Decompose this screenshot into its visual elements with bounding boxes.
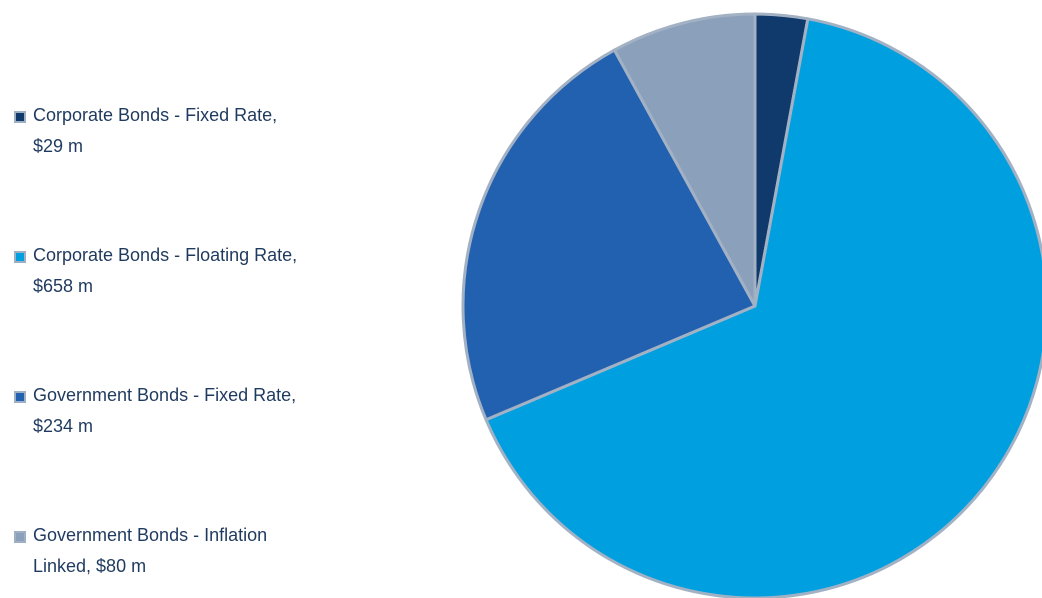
- legend-entry: Government Bonds - Fixed Rate, $234 m: [14, 384, 309, 442]
- legend-label: Corporate Bonds - Floating Rate, $658 m: [33, 245, 298, 296]
- legend-label: Government Bonds - Inflation Linked, $80…: [33, 525, 268, 576]
- legend-marker: [14, 111, 26, 123]
- pie-slice: [461, 48, 757, 422]
- legend-entry: Corporate Bonds - Floating Rate, $658 m: [14, 244, 309, 302]
- legend-entry: Corporate Bonds - Fixed Rate, $29 m: [14, 104, 309, 162]
- pie-slice: [484, 17, 1042, 598]
- legend-marker: [14, 531, 26, 543]
- legend-entry: Government Bonds - Inflation Linked, $80…: [14, 524, 309, 582]
- legend-label: Corporate Bonds - Fixed Rate, $29 m: [33, 105, 278, 156]
- pie-slice: [612, 12, 757, 308]
- legend-marker: [14, 391, 26, 403]
- legend-label: Government Bonds - Fixed Rate, $234 m: [33, 385, 297, 436]
- legend-marker: [14, 251, 26, 263]
